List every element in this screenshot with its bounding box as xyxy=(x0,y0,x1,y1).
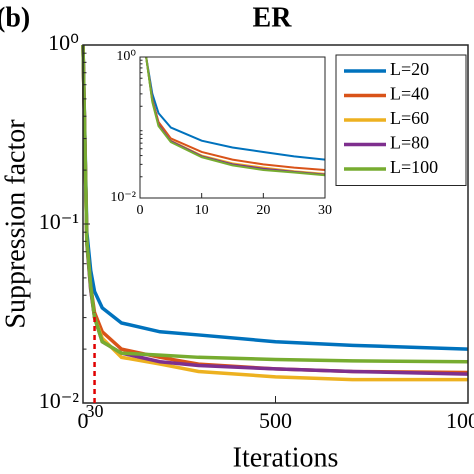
x-axis-label: Iterations xyxy=(233,442,339,473)
data-line xyxy=(145,56,326,161)
legend-label: L=100 xyxy=(390,157,438,177)
legend-label: L=60 xyxy=(390,108,429,128)
x-tick-label: 20 xyxy=(256,203,270,218)
y-tick-label: 10⁰ xyxy=(48,30,79,55)
data-line xyxy=(145,56,326,177)
annotation-label: 30 xyxy=(86,401,104,421)
axes-box xyxy=(139,56,326,199)
data-line xyxy=(81,44,469,364)
legend-label: L=80 xyxy=(390,133,429,153)
plot-area xyxy=(140,57,325,198)
chart-title: ER xyxy=(253,2,293,33)
y-tick-label: 10⁻² xyxy=(39,388,80,413)
x-tick-label: 500 xyxy=(259,408,292,433)
x-tick-label: 0 xyxy=(78,408,89,433)
y-tick-label: 10⁻² xyxy=(110,190,136,205)
legend-label: L=20 xyxy=(390,59,429,79)
legend-label: L=40 xyxy=(390,84,429,104)
x-tick-label: 0 xyxy=(137,203,144,218)
panel-label: (b) xyxy=(0,2,30,33)
x-tick-label: 30 xyxy=(318,203,332,218)
y-tick-label: 10⁰ xyxy=(116,49,136,64)
x-tick-label: 10 xyxy=(195,203,209,218)
y-tick-label: 10⁻¹ xyxy=(39,209,79,234)
y-axis-label: Suppression factor xyxy=(0,119,31,329)
